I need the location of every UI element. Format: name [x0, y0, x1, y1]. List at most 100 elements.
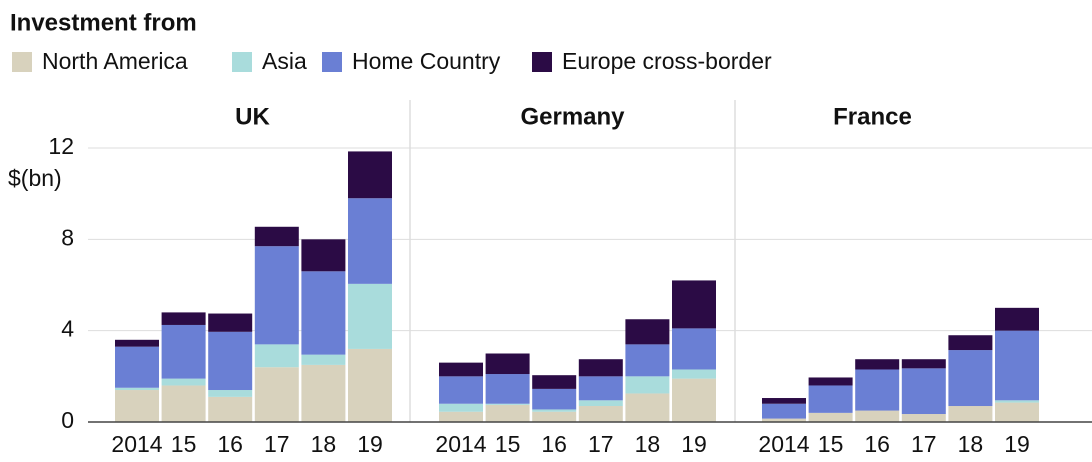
bar-segment	[625, 344, 670, 377]
x-tick-label: 2014	[758, 431, 809, 457]
bar-segment	[301, 271, 346, 355]
bar-segment	[115, 390, 159, 422]
bar-segment	[901, 359, 946, 369]
x-tick-label: 17	[264, 431, 290, 457]
x-tick-label: 15	[495, 431, 521, 457]
x-tick-label: 16	[217, 431, 243, 457]
panel-title: France	[833, 103, 912, 130]
bar-segment	[855, 369, 900, 411]
y-tick-label: 8	[61, 224, 74, 250]
bar-segment	[995, 307, 1039, 331]
x-tick-label: 16	[864, 431, 890, 457]
bar-segment	[532, 411, 577, 422]
panel-title: Germany	[520, 103, 625, 130]
y-tick-label: 0	[61, 407, 74, 433]
bar-segment	[948, 335, 993, 351]
panel-title: UK	[235, 103, 270, 130]
bar-segment	[625, 376, 670, 394]
bar-segment	[808, 377, 853, 386]
legend-swatch	[12, 52, 32, 72]
x-tick-label: 18	[311, 431, 337, 457]
bar-segment	[208, 313, 253, 332]
bar-segment	[485, 374, 530, 404]
bar-segment	[995, 400, 1039, 403]
x-tick-label: 19	[357, 431, 383, 457]
y-axis-label: $(bn)	[8, 165, 62, 191]
x-tick-label: 17	[588, 431, 614, 457]
bar-segment	[301, 354, 346, 365]
legend-swatch	[322, 52, 342, 72]
bar-segment	[578, 400, 623, 407]
bar-segment	[672, 328, 716, 370]
legend-swatch	[532, 52, 552, 72]
x-tick-label: 19	[681, 431, 707, 457]
bar-segment	[948, 350, 993, 407]
bar-segment	[348, 283, 392, 349]
bar-segment	[855, 359, 900, 370]
bar-segment	[625, 319, 670, 345]
x-tick-label: 2014	[435, 431, 486, 457]
legend-label: Home Country	[352, 48, 501, 74]
bar-segment	[578, 359, 623, 377]
bar-segment	[995, 330, 1039, 401]
x-tick-label: 15	[818, 431, 844, 457]
bar-segment	[762, 418, 806, 422]
bar-segment	[672, 369, 716, 379]
x-tick-label: 19	[1004, 431, 1030, 457]
bar-segment	[254, 367, 299, 422]
bar-segment	[115, 339, 159, 347]
bar-segment	[254, 344, 299, 368]
bar-segment	[625, 393, 670, 422]
bar-segment	[161, 312, 206, 325]
bar-segment	[532, 409, 577, 412]
bar-segment	[672, 378, 716, 422]
bar-segment	[115, 346, 159, 388]
chart-title: Investment from	[10, 9, 197, 36]
x-tick-label: 18	[958, 431, 984, 457]
bar-segment	[115, 387, 159, 391]
bar-segment	[762, 398, 806, 404]
bar-segment	[578, 376, 623, 401]
bar-segment	[855, 410, 900, 422]
bar-segment	[439, 403, 483, 412]
bar-segment	[161, 324, 206, 379]
bar-segment	[348, 348, 392, 422]
bar-segment	[254, 226, 299, 247]
bar-segment	[808, 412, 853, 422]
legend-swatch	[232, 52, 252, 72]
x-tick-label: 2014	[111, 431, 162, 457]
bar-segment	[485, 353, 530, 375]
bar-segment	[301, 239, 346, 272]
bar-segment	[439, 411, 483, 422]
bar-segment	[485, 404, 530, 422]
bar-segment	[901, 414, 946, 422]
bar-segment	[532, 388, 577, 410]
bar-segment	[161, 378, 206, 386]
bar-segment	[995, 402, 1039, 422]
bar-segment	[901, 368, 946, 415]
bar-segment	[762, 403, 806, 419]
bar-segment	[485, 403, 530, 405]
legend-label: North America	[42, 48, 188, 74]
y-tick-label: 4	[61, 316, 74, 342]
bar-segment	[208, 331, 253, 391]
bar-segment	[208, 390, 253, 397]
bar-segment	[439, 362, 483, 377]
legend-label: Europe cross-border	[562, 48, 772, 74]
legend-label: Asia	[262, 48, 307, 74]
bar-segment	[161, 385, 206, 422]
x-tick-label: 15	[171, 431, 197, 457]
bar-segment	[948, 406, 993, 422]
bar-segment	[672, 280, 716, 329]
bar-segment	[348, 198, 392, 284]
bar-segment	[578, 406, 623, 422]
bar-segment	[301, 364, 346, 422]
bar-segment	[254, 246, 299, 345]
bar-segment	[348, 151, 392, 199]
bar-segment	[439, 376, 483, 404]
x-tick-label: 17	[911, 431, 937, 457]
y-tick-label: 12	[48, 133, 74, 159]
bar-segment	[532, 375, 577, 389]
bar-segment	[208, 396, 253, 422]
